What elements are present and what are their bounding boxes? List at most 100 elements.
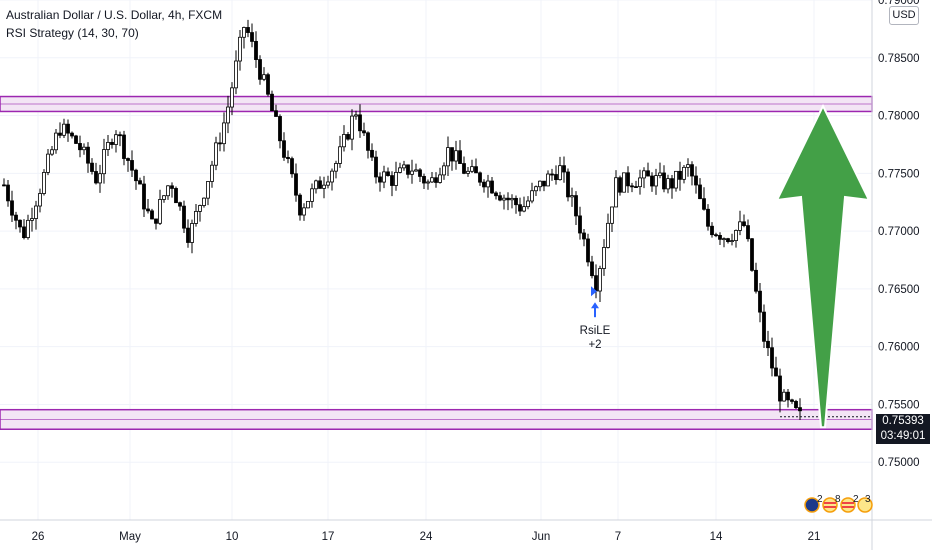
candle-body <box>606 222 610 248</box>
candle-body <box>758 290 762 313</box>
candle-body <box>750 238 754 271</box>
candle-body <box>438 174 442 183</box>
candle-body <box>346 134 350 140</box>
candle-body <box>102 149 106 175</box>
candle-body <box>18 219 22 228</box>
candle-body <box>466 170 470 174</box>
candle-body <box>450 147 454 162</box>
candle-body <box>746 225 750 240</box>
y-tick-label: 0.77500 <box>878 168 920 180</box>
candle-body <box>462 163 466 174</box>
candle-body <box>358 114 362 132</box>
candle-body <box>430 177 434 183</box>
strategy-title[interactable]: RSI Strategy (14, 30, 70) <box>6 26 139 40</box>
candle-body <box>154 218 158 224</box>
candle-body <box>754 269 758 292</box>
candle-body <box>442 165 446 176</box>
candle-body <box>402 164 406 169</box>
symbol-title[interactable]: Australian Dollar / U.S. Dollar, 4h, FXC… <box>6 8 223 22</box>
x-tick-label: 7 <box>615 531 621 543</box>
candle-body <box>610 206 614 224</box>
event-flag-icon[interactable] <box>804 497 873 513</box>
last-price-label: 0.75393 <box>876 414 930 429</box>
candle-body <box>526 200 530 208</box>
candle-body <box>306 200 310 209</box>
candle-body <box>550 173 554 176</box>
candle-body <box>382 171 386 183</box>
candles <box>2 19 802 421</box>
candle-body <box>354 114 358 117</box>
candle-body <box>334 163 338 172</box>
candle-body <box>54 132 58 151</box>
candle-body <box>766 340 770 349</box>
candle-body <box>574 195 578 217</box>
candle-body <box>234 60 238 89</box>
candle-body <box>558 165 562 181</box>
candle-body <box>598 268 602 292</box>
bar-countdown: 03:49:01 <box>876 429 930 444</box>
candle-body <box>10 200 14 216</box>
candle-body <box>378 176 382 183</box>
candle-body <box>562 165 566 173</box>
candle-body <box>666 178 670 190</box>
candle-body <box>502 197 506 201</box>
candle-body <box>302 207 306 216</box>
candle-body <box>170 185 174 189</box>
candle-body <box>194 210 198 224</box>
candle-body <box>710 225 714 236</box>
candle-body <box>714 234 718 237</box>
candle-body <box>614 177 618 208</box>
y-tick-label: 0.76500 <box>878 284 920 296</box>
candle-body <box>794 401 798 409</box>
candle-body <box>326 181 330 186</box>
candle-body <box>14 214 18 221</box>
economic-events[interactable]: 2 8 2 3 <box>803 494 873 514</box>
x-tick-label: May <box>119 531 141 543</box>
candle-body <box>622 172 626 193</box>
currency-button[interactable]: USD <box>889 6 919 25</box>
y-tick-label: 0.78500 <box>878 53 920 65</box>
candle-body <box>486 180 490 188</box>
candle-body <box>50 149 54 155</box>
candle-body <box>582 232 586 240</box>
candle-body <box>78 143 82 151</box>
candle-body <box>418 169 422 177</box>
candle-body <box>474 166 478 174</box>
y-tick-label: 0.78000 <box>878 111 920 123</box>
candle-body <box>58 132 62 136</box>
candle-body <box>342 134 346 148</box>
candle-body <box>134 169 138 182</box>
candle-body <box>398 167 402 173</box>
candle-body <box>98 173 102 184</box>
candle-body <box>510 197 514 201</box>
candle-body <box>322 184 326 189</box>
candle-body <box>90 162 94 172</box>
candle-body <box>238 36 242 62</box>
candle-body <box>482 181 486 188</box>
candle-body <box>518 204 522 212</box>
candle-body <box>566 171 570 198</box>
candle-body <box>338 146 342 164</box>
candle-body <box>770 347 774 369</box>
candle-body <box>618 177 622 193</box>
grid-lines <box>0 0 872 520</box>
candle-body <box>798 407 802 412</box>
candle-body <box>126 158 130 161</box>
candle-body <box>70 132 74 137</box>
candle-body <box>722 238 726 241</box>
candle-body <box>26 219 30 239</box>
event-count: 8 <box>835 494 841 505</box>
candle-body <box>742 221 746 226</box>
candle-body <box>554 174 558 181</box>
candle-body <box>410 170 414 175</box>
candle-body <box>414 169 418 172</box>
candle-body <box>174 188 178 204</box>
target-arrow[interactable] <box>775 103 871 429</box>
candle-body <box>298 194 302 216</box>
candle-body <box>278 116 282 142</box>
candle-body <box>514 197 518 206</box>
x-tick-label: 17 <box>322 531 335 543</box>
candle-body <box>654 175 658 187</box>
candle-body <box>254 41 258 60</box>
